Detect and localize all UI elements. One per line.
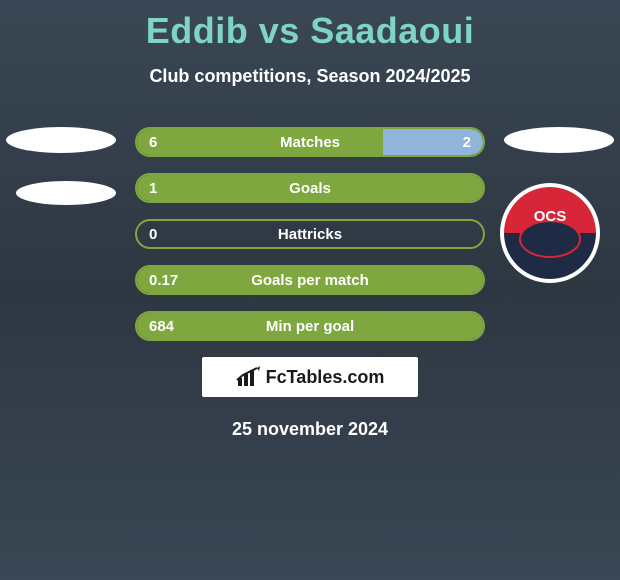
stats-area: OCS 6Matches2 1Goals 0Hattricks 0.17Goals p… — [0, 127, 620, 440]
stat-left-value: 1 — [149, 180, 157, 197]
stat-fill-left — [137, 175, 483, 201]
svg-text:OCS: OCS — [534, 208, 567, 225]
stat-row: 0.17Goals per match — [135, 265, 485, 295]
stat-left-value: 0.17 — [149, 272, 178, 289]
date-line: 25 november 2024 — [0, 419, 620, 440]
club-badge: OCS — [498, 181, 602, 285]
stat-fill-left — [137, 313, 483, 339]
stat-rows: 6Matches2 1Goals 0Hattricks 0.17Goals per m… — [135, 127, 485, 341]
brand-chart-icon — [236, 366, 262, 388]
stat-fill-left — [137, 129, 383, 155]
player-right-silhouette — [504, 127, 614, 153]
brand-text: FcTables.com — [266, 367, 385, 388]
stat-row: 0Hattricks — [135, 219, 485, 249]
stat-row: 6Matches2 — [135, 127, 485, 157]
stat-left-value: 0 — [149, 226, 157, 243]
stat-left-value: 6 — [149, 134, 157, 151]
player-left-silhouette-1 — [6, 127, 116, 153]
stat-label: Hattricks — [137, 226, 483, 243]
brand-box[interactable]: FcTables.com — [202, 357, 418, 397]
stat-fill-left — [137, 267, 483, 293]
stat-row: 1Goals — [135, 173, 485, 203]
stat-right-value: 2 — [463, 134, 471, 151]
subtitle: Club competitions, Season 2024/2025 — [0, 66, 620, 87]
stat-left-value: 684 — [149, 318, 174, 335]
player-left-silhouette-2 — [16, 181, 116, 205]
page-title: Eddib vs Saadaoui — [0, 0, 620, 52]
stat-row: 684Min per goal — [135, 311, 485, 341]
